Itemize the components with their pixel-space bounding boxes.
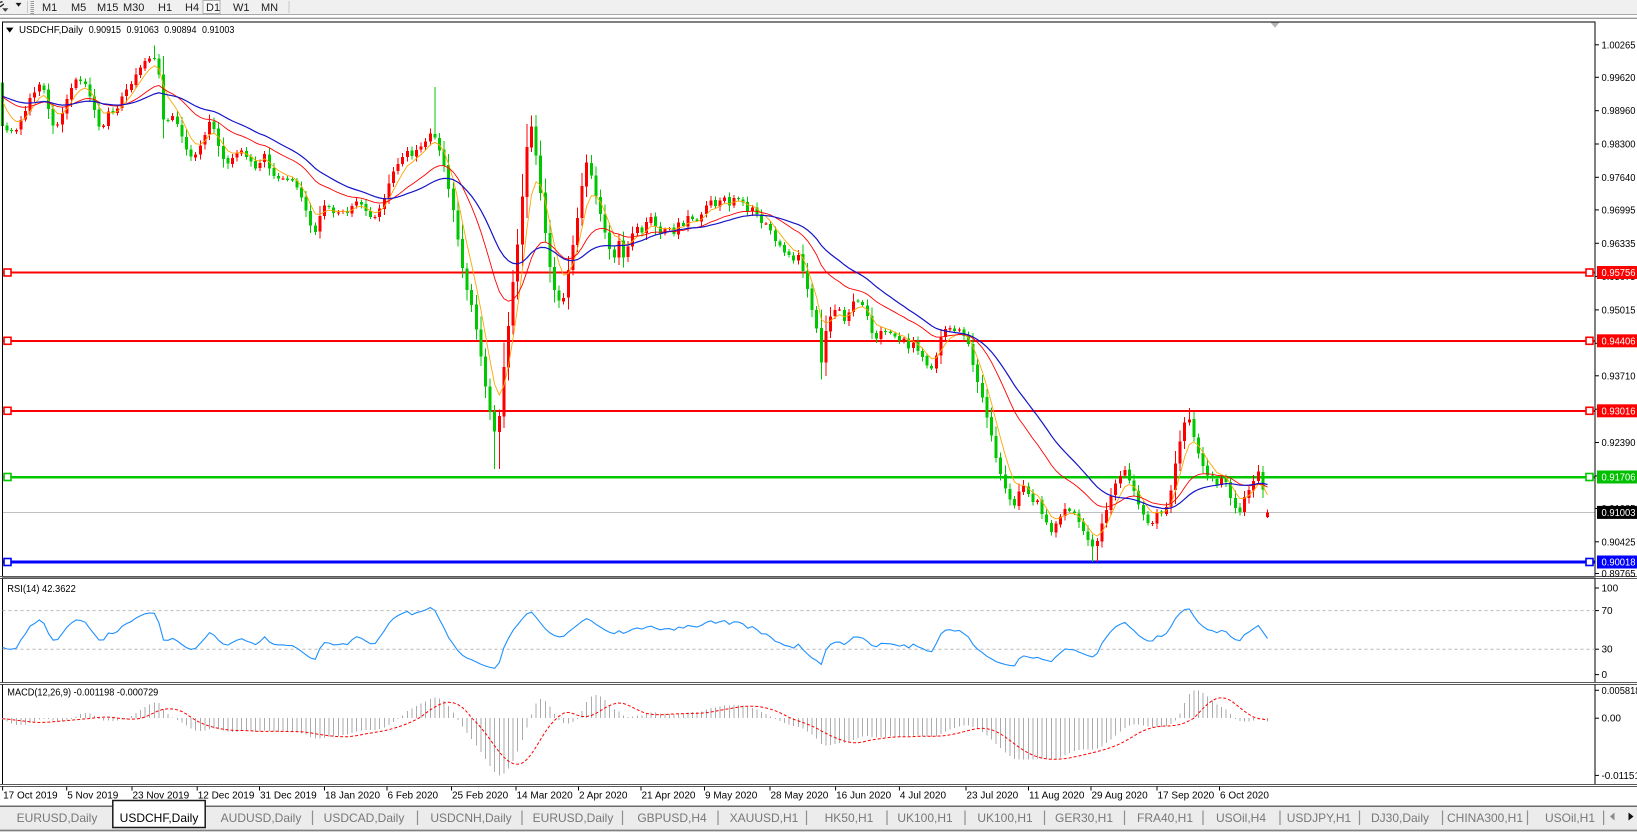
svg-text:EURUSD,Daily: EURUSD,Daily [17,811,98,825]
svg-text:0: 0 [1602,670,1608,681]
svg-text:0.97640: 0.97640 [1602,173,1636,184]
svg-text:-0.011514: -0.011514 [1602,771,1637,782]
svg-text:XAUUSD,H1: XAUUSD,H1 [730,811,799,825]
svg-text:UK100,H1: UK100,H1 [897,811,953,825]
svg-text:9 May 2020: 9 May 2020 [705,791,758,802]
svg-text:28 May 2020: 28 May 2020 [771,791,829,802]
svg-text:HK50,H1: HK50,H1 [825,811,874,825]
svg-text:12 Dec 2019: 12 Dec 2019 [198,791,255,802]
svg-text:0.98960: 0.98960 [1602,106,1636,117]
svg-text:11 Aug 2020: 11 Aug 2020 [1029,791,1085,802]
svg-text:USDCNH,Daily: USDCNH,Daily [430,811,511,825]
svg-text:USDCHF,Daily: USDCHF,Daily [120,811,199,825]
svg-text:0.90018: 0.90018 [1602,558,1636,569]
svg-text:0.94406: 0.94406 [1602,336,1636,347]
svg-text:21 Apr 2020: 21 Apr 2020 [642,791,696,802]
svg-text:0.89765: 0.89765 [1602,569,1636,580]
svg-text:29 Aug 2020: 29 Aug 2020 [1092,791,1149,802]
svg-text:CHINA300,H1: CHINA300,H1 [1447,811,1523,825]
svg-text:31 Dec 2019: 31 Dec 2019 [260,791,317,802]
svg-text:18 Jan 2020: 18 Jan 2020 [325,791,380,802]
svg-text:USOil,H1: USOil,H1 [1545,811,1595,825]
svg-text:0.90915: 0.90915 [89,25,122,36]
svg-text:0.95015: 0.95015 [1602,305,1636,316]
svg-text:D1: D1 [206,2,220,14]
svg-text:25 Feb 2020: 25 Feb 2020 [452,791,509,802]
svg-text:0.98300: 0.98300 [1602,140,1636,151]
svg-text:USDCAD,Daily: USDCAD,Daily [324,811,405,825]
svg-text:0.93710: 0.93710 [1602,371,1636,382]
svg-text:USDCHF,Daily: USDCHF,Daily [19,25,83,36]
svg-text:0.90894: 0.90894 [164,25,197,36]
svg-text:GBPUSD,H4: GBPUSD,H4 [637,811,707,825]
svg-text:0.93016: 0.93016 [1602,406,1636,417]
svg-text:0.00: 0.00 [1602,714,1622,725]
svg-text:0.96335: 0.96335 [1602,239,1636,250]
svg-text:2 Apr 2020: 2 Apr 2020 [579,791,628,802]
svg-text:H4: H4 [185,2,199,14]
svg-text:GER30,H1: GER30,H1 [1055,811,1113,825]
svg-text:0.91063: 0.91063 [127,25,160,36]
svg-text:6 Feb 2020: 6 Feb 2020 [388,791,439,802]
svg-text:W1: W1 [233,2,250,14]
svg-text:4 Jul 2020: 4 Jul 2020 [900,791,947,802]
svg-text:FRA40,H1: FRA40,H1 [1137,811,1193,825]
svg-text:5 Nov 2019: 5 Nov 2019 [67,791,119,802]
svg-text:M5: M5 [71,2,86,14]
svg-text:M15: M15 [97,2,118,14]
svg-text:0.91003: 0.91003 [202,25,235,36]
svg-text:1.00265: 1.00265 [1602,40,1636,51]
svg-text:17 Sep 2020: 17 Sep 2020 [1158,791,1215,802]
svg-text:0.92390: 0.92390 [1602,438,1636,449]
svg-text:0.99620: 0.99620 [1602,73,1636,84]
svg-text:M1: M1 [42,2,57,14]
svg-text:MACD(12,26,9) -0.001198 -0.000: MACD(12,26,9) -0.001198 -0.000729 [7,688,158,699]
svg-text:17 Oct 2019: 17 Oct 2019 [3,791,58,802]
svg-text:0.91706: 0.91706 [1602,473,1636,484]
svg-text:UK100,H1: UK100,H1 [977,811,1033,825]
svg-text:6 Oct 2020: 6 Oct 2020 [1220,791,1269,802]
svg-text:16 Jun 2020: 16 Jun 2020 [836,791,891,802]
svg-text:EURUSD,Daily: EURUSD,Daily [533,811,614,825]
svg-text:23 Jul 2020: 23 Jul 2020 [967,791,1019,802]
svg-text:M30: M30 [123,2,144,14]
svg-text:USDJPY,H1: USDJPY,H1 [1287,811,1352,825]
svg-text:70: 70 [1602,606,1614,617]
svg-text:0.005818: 0.005818 [1602,686,1637,697]
svg-text:0.90425: 0.90425 [1602,537,1636,548]
svg-text:H1: H1 [158,2,172,14]
svg-text:USOil,H4: USOil,H4 [1216,811,1266,825]
svg-text:14 Mar 2020: 14 Mar 2020 [517,791,574,802]
svg-text:AUDUSD,Daily: AUDUSD,Daily [221,811,302,825]
svg-text:100: 100 [1602,584,1619,595]
svg-text:0.96995: 0.96995 [1602,205,1636,216]
svg-text:0.91003: 0.91003 [1602,508,1636,519]
svg-text:MN: MN [261,2,278,14]
svg-text:30: 30 [1602,645,1614,656]
svg-text:RSI(14) 42.3622: RSI(14) 42.3622 [7,584,76,595]
svg-text:DJ30,Daily: DJ30,Daily [1371,811,1429,825]
svg-text:0.95756: 0.95756 [1602,268,1636,279]
